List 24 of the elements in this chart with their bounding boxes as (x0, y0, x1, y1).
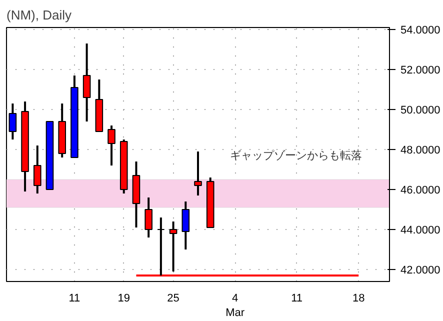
candlestick (8, 102, 17, 140)
y-tick-label: 44.0000 (400, 224, 440, 236)
y-tick-label: 54.0000 (400, 24, 440, 36)
x-tick-label: 4 Mar (226, 292, 245, 319)
candlestick (182, 200, 190, 250)
annotation: ギャップゾーンからも転落 (230, 149, 362, 162)
y-tick-label: 48.0000 (400, 144, 440, 156)
x-tick-label: 19 (118, 292, 130, 304)
y-tick-label: 50.0000 (400, 104, 440, 116)
candlestick (108, 124, 116, 166)
candlestick (33, 144, 42, 194)
candlestick (144, 196, 152, 238)
candlestick (157, 216, 165, 276)
y-tick-label: 42.0000 (400, 264, 440, 276)
candlestick (194, 150, 202, 196)
candlestick (82, 42, 91, 122)
chart-title: (NM), Daily (6, 8, 72, 22)
y-tick-label: 52.0000 (400, 64, 440, 76)
x-tick-label: 25 (167, 292, 180, 304)
x-tick-label: 11 (68, 292, 80, 304)
x-tick-label: 18 (352, 292, 365, 304)
x-tick-label: 11 (291, 292, 303, 304)
candlestick (169, 220, 178, 272)
y-tick-label: 46.0000 (400, 184, 440, 196)
